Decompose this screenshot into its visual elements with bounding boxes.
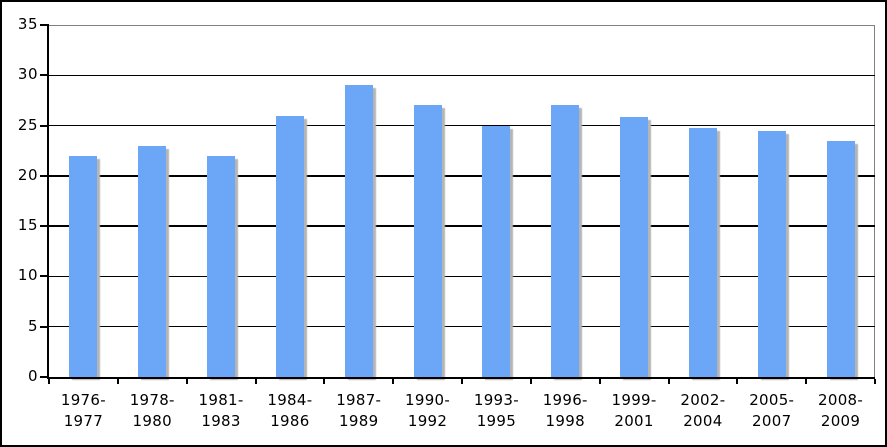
x-tick-label-line2: 1977	[63, 412, 104, 430]
y-tick-label-30: 30	[17, 65, 38, 84]
y-tick-label-15: 15	[17, 216, 38, 235]
x-axis-tick-11	[805, 379, 808, 384]
x-tick-label-line2: 1998	[545, 412, 585, 430]
x-tick-label-line1: 1987-	[336, 391, 382, 409]
x-tick-label-line2: 2001	[614, 412, 654, 430]
x-tick-label-line2: 1995	[476, 412, 517, 430]
x-tick-label-line2: 2009	[820, 412, 861, 430]
bar-1987-1989	[344, 85, 373, 377]
x-tick-label-1990-1992: 1990- 1992	[393, 390, 462, 432]
y-axis-tick-10	[40, 275, 47, 278]
x-tick-label-line1: 1981-	[198, 391, 244, 409]
x-axis-tick-12	[874, 379, 876, 384]
gridline-y-25	[49, 124, 875, 127]
bar-1996-1998	[551, 105, 580, 377]
x-axis-line	[47, 377, 875, 379]
y-axis-tick-35	[40, 24, 47, 26]
gridline-y-10	[49, 275, 875, 278]
y-axis-line	[47, 24, 49, 379]
x-axis-tick-7	[529, 379, 532, 384]
x-tick-label-line2: 1989	[339, 412, 379, 430]
y-tick-label-20: 20	[17, 165, 38, 184]
gridline-y-15	[49, 225, 875, 227]
y-axis-tick-20	[40, 174, 47, 177]
x-tick-label-line1: 1976-	[60, 391, 106, 409]
x-tick-label-line1: 1993-	[473, 391, 519, 409]
x-axis-tick-3	[254, 379, 257, 384]
y-axis-tick-25	[40, 124, 47, 127]
x-tick-label-line2: 2004	[683, 412, 723, 430]
bar-2008-2009	[826, 140, 855, 377]
y-tick-label-35: 35	[17, 15, 38, 33]
x-tick-label-line1: 1996-	[542, 391, 588, 409]
plot-area	[49, 25, 875, 377]
x-tick-label-line1: 1978-	[129, 391, 175, 409]
bar-1990-1992	[413, 105, 442, 377]
x-axis-tick-8	[598, 379, 601, 384]
bar-1993-1995	[482, 125, 511, 377]
x-tick-label-line2: 1986	[270, 412, 310, 430]
x-tick-label-line2: 2007	[752, 412, 792, 430]
bar-1984-1986	[275, 115, 304, 377]
y-tick-label-25: 25	[17, 115, 38, 134]
y-axis-tick-5	[40, 325, 47, 328]
x-tick-label-2008-2009: 2008- 2009	[806, 390, 875, 432]
y-axis-tick-30	[40, 74, 47, 77]
x-tick-label-line2: 1983	[201, 412, 241, 430]
x-tick-label-1981-1983: 1981- 1983	[187, 390, 256, 432]
x-axis-tick-6	[461, 379, 463, 384]
x-axis-tick-0	[48, 379, 50, 384]
x-tick-label-line1: 2005-	[749, 391, 795, 409]
y-axis-tick-15	[40, 225, 47, 228]
bar-1976-1977	[69, 155, 98, 377]
x-axis-tick-5	[392, 379, 395, 384]
x-axis-tick-2	[185, 379, 188, 384]
x-axis-tick-10	[736, 379, 739, 384]
gridline-y-30	[49, 74, 875, 76]
gridline-y-5	[49, 326, 875, 328]
y-tick-label-5: 5	[27, 316, 38, 335]
x-tick-label-line1: 1999-	[611, 391, 657, 409]
x-tick-label-2005-2007: 2005- 2007	[737, 390, 806, 432]
x-tick-label-1978-1980: 1978- 1980	[118, 390, 187, 432]
x-axis-tick-4	[323, 379, 326, 384]
y-axis-tick-0	[40, 376, 47, 378]
gridline-y-20	[49, 175, 875, 177]
x-tick-label-line1: 1990-	[405, 391, 451, 409]
x-tick-label-1993-1995: 1993- 1995	[462, 390, 531, 432]
x-tick-label-line1: 2008-	[818, 391, 864, 409]
x-tick-label-2002-2004: 2002- 2004	[669, 390, 738, 432]
x-tick-label-line2: 1992	[407, 412, 448, 430]
bar-1978-1980	[138, 145, 167, 377]
x-tick-label-1976-1977: 1976- 1977	[49, 390, 118, 432]
bar-2002-2004	[688, 127, 717, 377]
y-tick-label-0: 0	[27, 367, 38, 385]
x-axis-tick-9	[667, 379, 670, 384]
x-tick-label-1984-1986: 1984- 1986	[256, 390, 325, 432]
x-tick-label-line1: 1984-	[267, 391, 313, 409]
x-axis-tick-1	[116, 379, 119, 384]
bar-1999-2001	[620, 116, 649, 377]
bar-1981-1983	[207, 155, 236, 377]
x-tick-label-1999-2001: 1999- 2001	[600, 390, 669, 432]
x-tick-label-line1: 2002-	[680, 391, 726, 409]
x-tick-label-line2: 1980	[132, 412, 172, 430]
x-tick-label-1996-1998: 1996- 1998	[531, 390, 600, 432]
y-tick-label-10: 10	[17, 266, 38, 285]
bar-2005-2007	[757, 130, 786, 377]
x-tick-label-1987-1989: 1987- 1989	[324, 390, 393, 432]
